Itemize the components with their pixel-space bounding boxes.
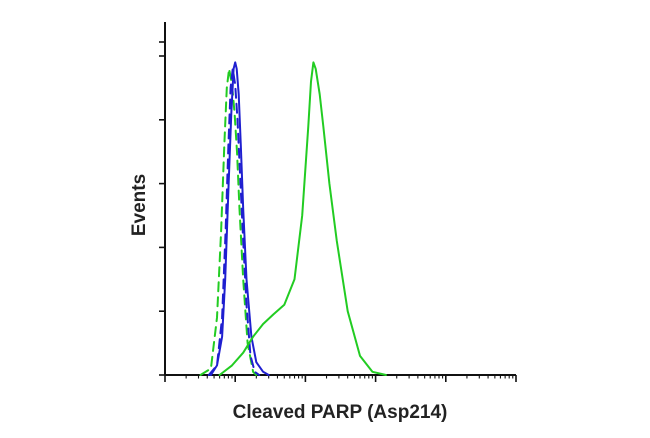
histogram-series-4: [218, 61, 387, 376]
y-axis-title: Events: [129, 174, 150, 236]
histogram-series-2: [207, 67, 261, 376]
plot-frame: [164, 22, 516, 376]
x-axis-title: Cleaved PARP (Asp214): [233, 402, 448, 423]
histogram-series: [199, 61, 387, 376]
y-axis-ticks: [159, 41, 165, 376]
histogram-series-1: [199, 67, 258, 376]
histogram-series-3: [209, 61, 270, 376]
x-axis-ticks: [164, 375, 517, 382]
